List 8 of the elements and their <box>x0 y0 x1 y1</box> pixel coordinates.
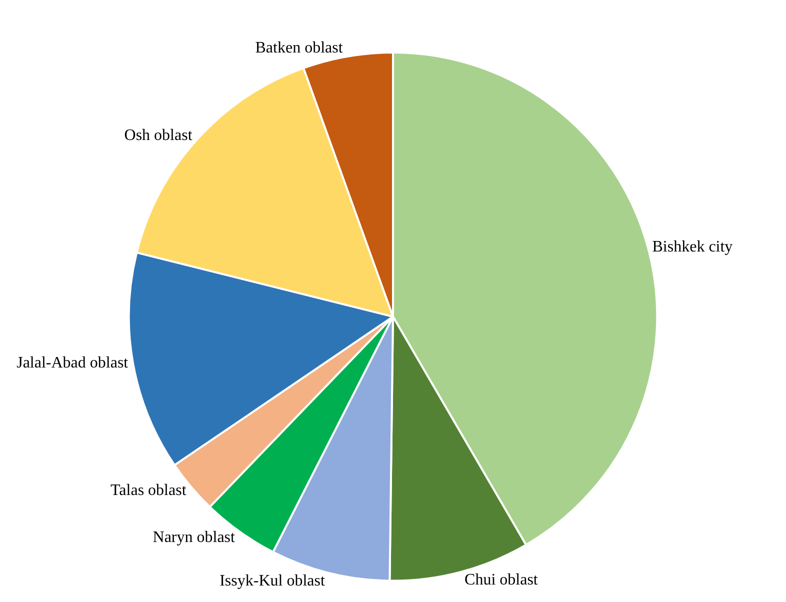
slice-label: Jalal-Abad oblast <box>16 354 129 372</box>
slice-label: Issyk-Kul oblast <box>220 572 326 590</box>
slice-label: Batken oblast <box>255 40 344 57</box>
slice-label: Naryn oblast <box>152 528 236 546</box>
slice-label: Osh oblast <box>124 127 193 144</box>
slice-label: Talas oblast <box>110 482 187 499</box>
slice-label: Bishkek city <box>652 238 733 256</box>
slice-label: Chui oblast <box>464 571 538 588</box>
